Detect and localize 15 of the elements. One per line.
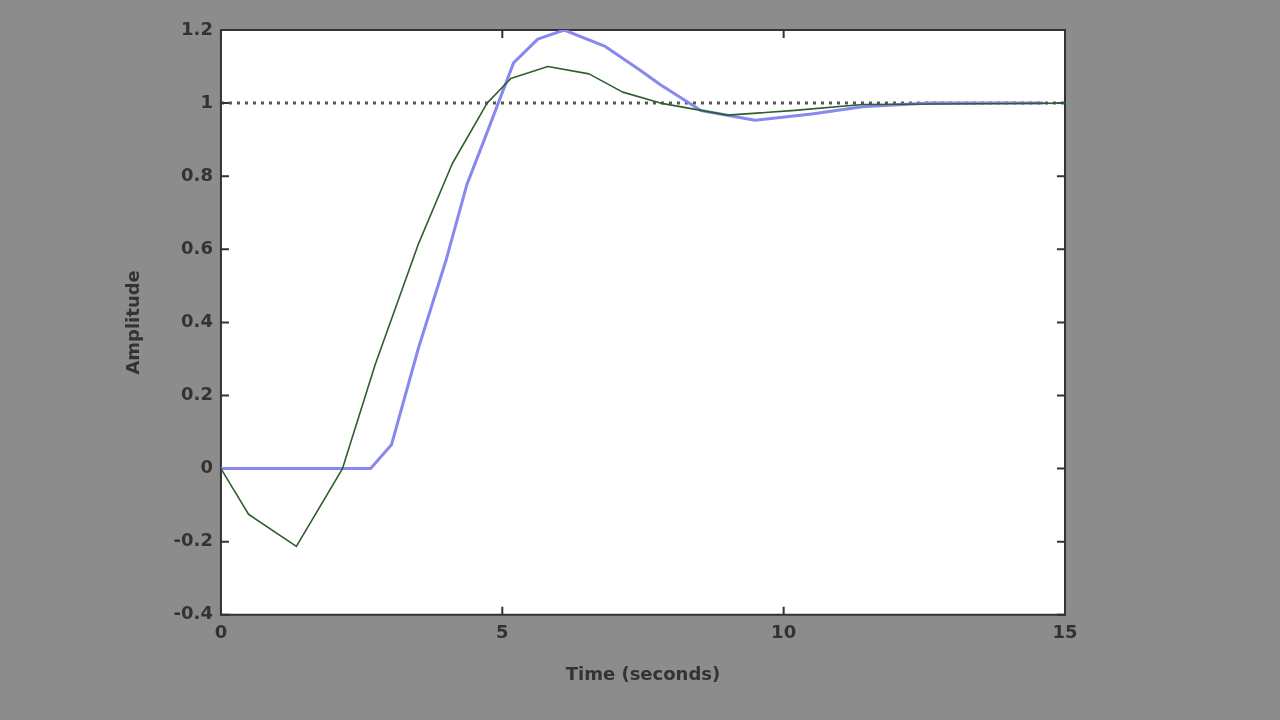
y-tick-label: -0.2 bbox=[173, 529, 213, 551]
y-axis-title: Amplitude bbox=[122, 270, 144, 375]
x-tick-label: 0 bbox=[214, 621, 228, 643]
x-tick-label: 5 bbox=[496, 621, 509, 643]
y-tick-label: 0.8 bbox=[181, 163, 213, 185]
x-tick-label: 10 bbox=[771, 621, 797, 643]
y-tick-label: -0.4 bbox=[173, 602, 213, 624]
x-axis-title: Time (seconds) bbox=[565, 662, 721, 684]
y-tick-label: 1 bbox=[200, 90, 213, 112]
y-tick-label: 0 bbox=[200, 456, 213, 478]
y-tick-label: 0.2 bbox=[181, 383, 213, 405]
y-tick-label: 0.6 bbox=[181, 236, 213, 258]
x-tick-label: 15 bbox=[1052, 621, 1078, 643]
y-tick-label: 1.2 bbox=[181, 17, 213, 39]
y-tick-label: 0.4 bbox=[181, 310, 213, 332]
